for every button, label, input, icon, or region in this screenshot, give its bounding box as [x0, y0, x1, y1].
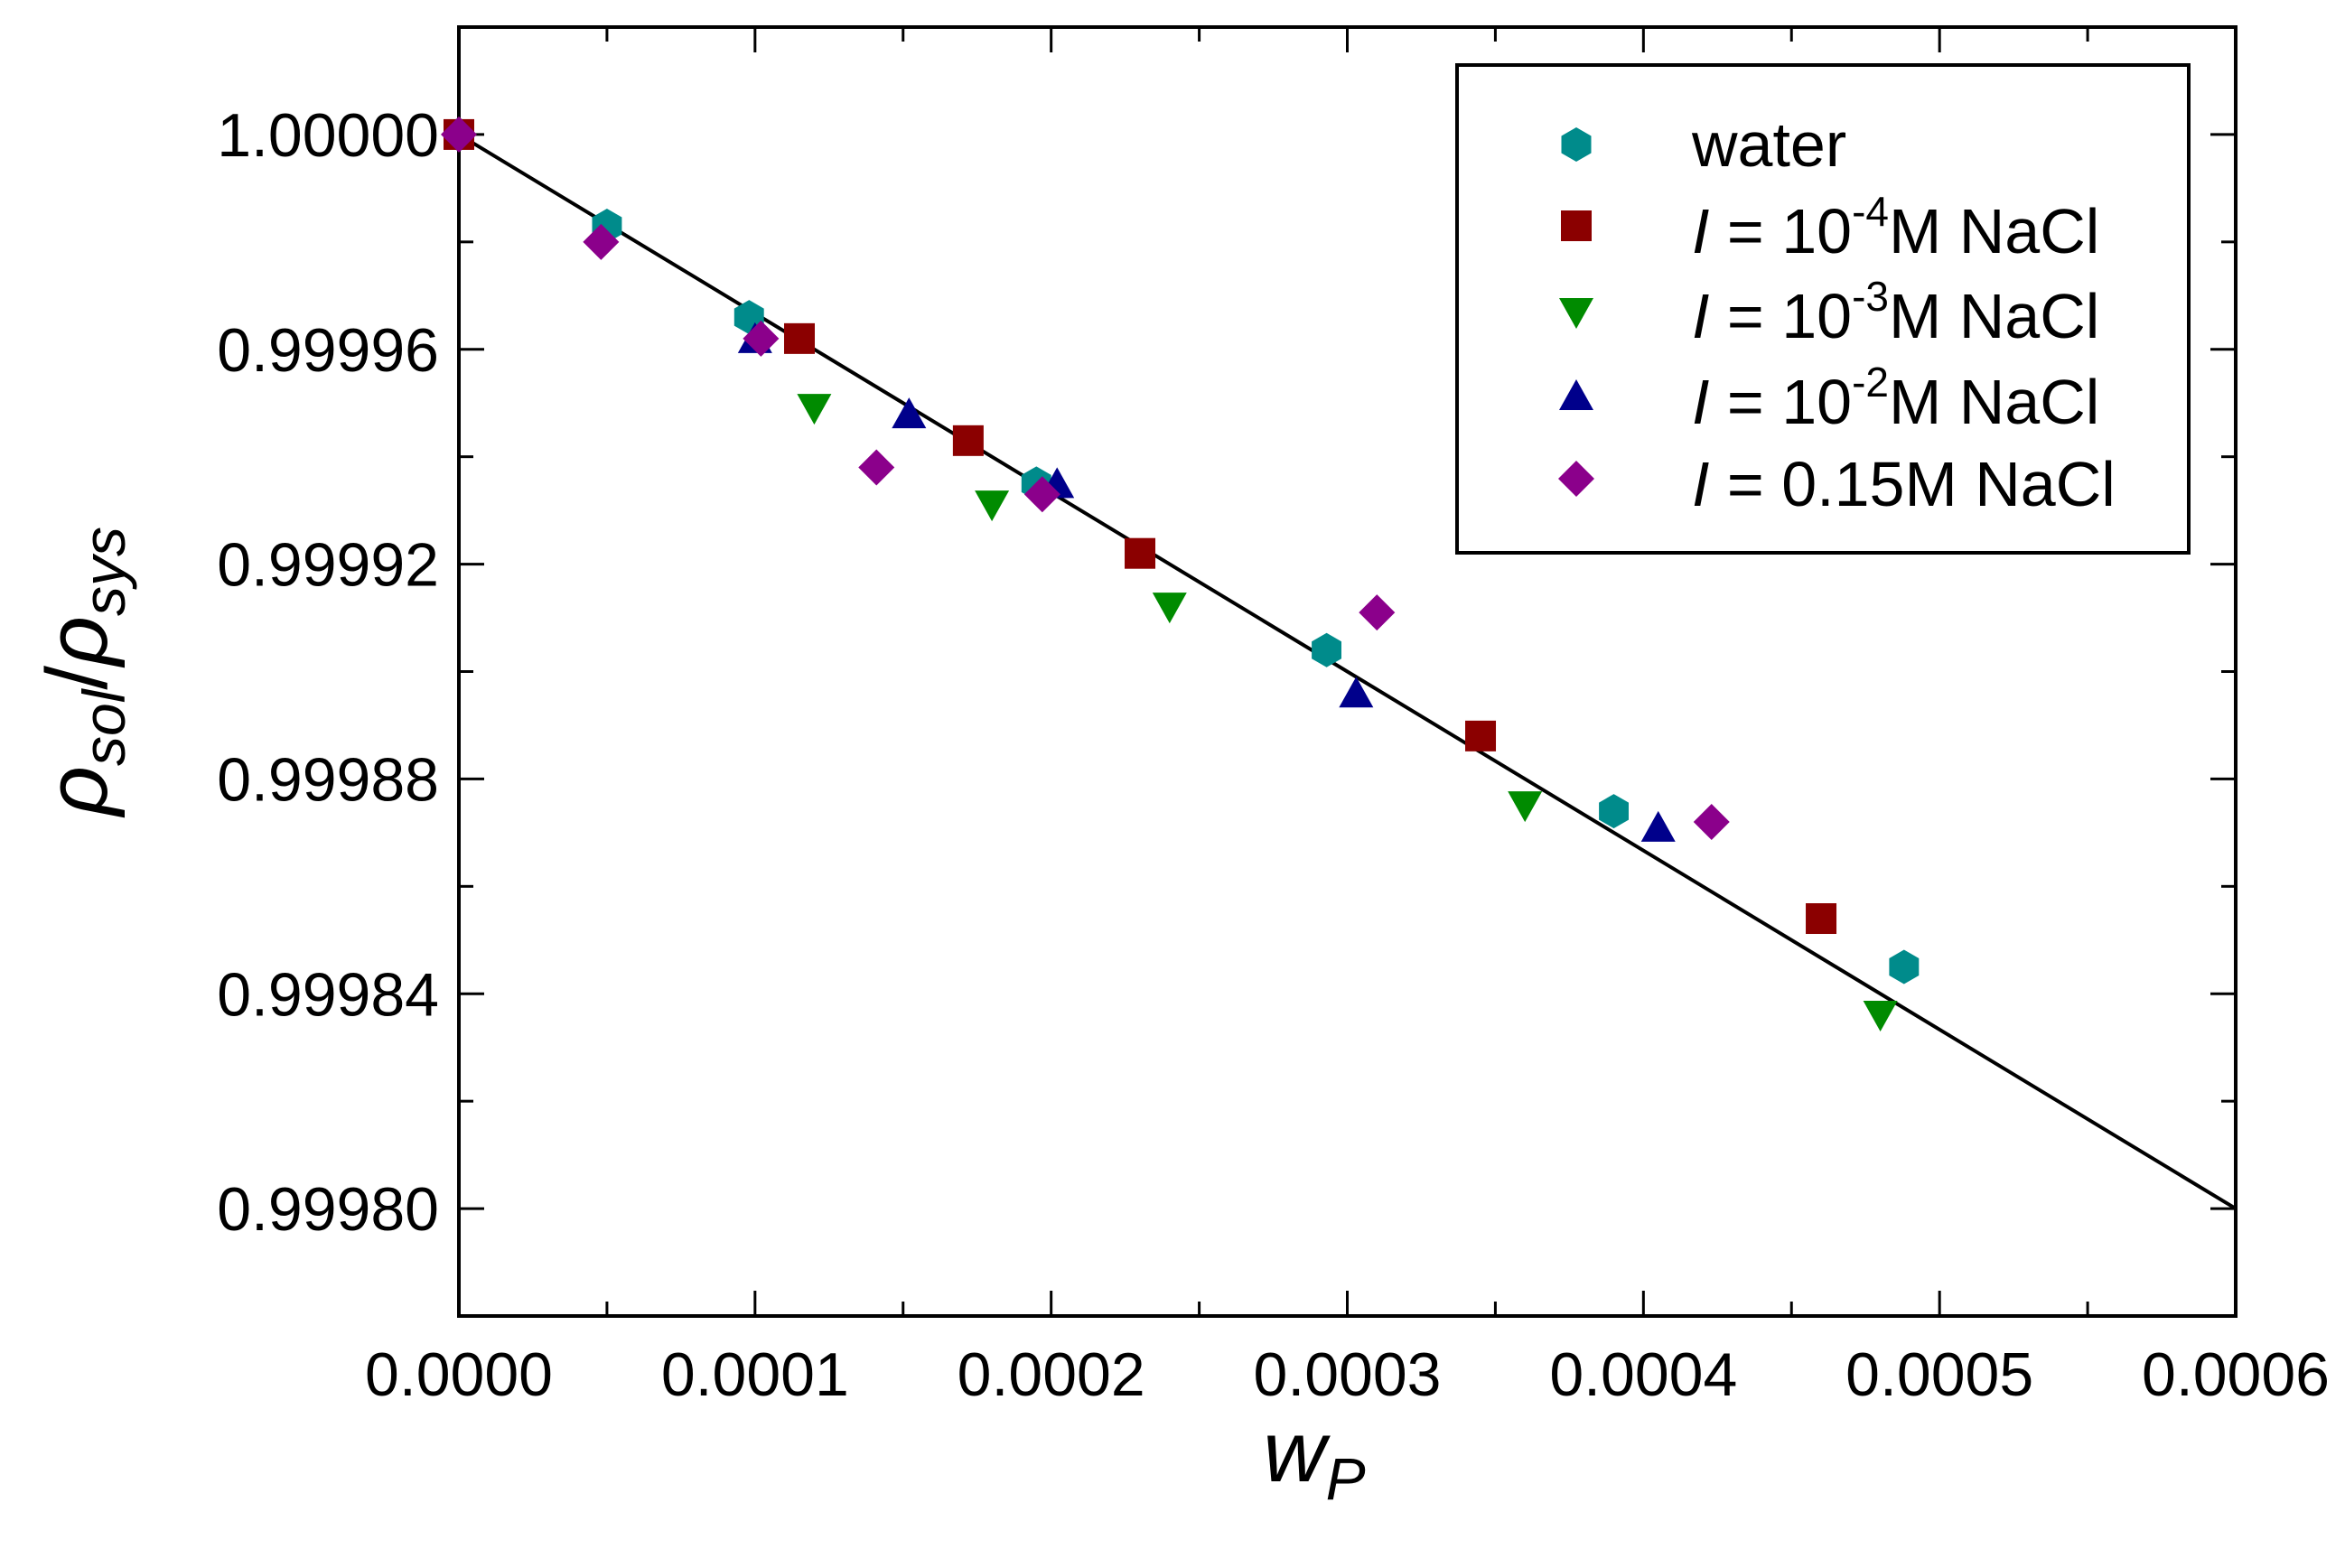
- x-tick-label: 0.0002: [958, 1340, 1145, 1409]
- x-axis-title-sub: P: [1326, 1445, 1366, 1512]
- y-axis-title-rho2: ρ: [29, 616, 126, 668]
- data-point-series-3: [1339, 677, 1374, 708]
- axis-ticks: [457, 25, 2238, 1318]
- legend-marker-series-2: [1559, 298, 1593, 329]
- data-point-series-4: [743, 320, 780, 357]
- data-point-series-4: [1359, 594, 1396, 631]
- data-point-series-3: [892, 397, 927, 429]
- data-point-series-2: [797, 394, 832, 425]
- data-point-series-1: [1806, 903, 1837, 935]
- legend-marker-series-3: [1559, 379, 1593, 410]
- x-tick-label: 0.0000: [365, 1340, 553, 1409]
- y-tick-label: 0.99980: [217, 1175, 439, 1244]
- data-point-series-4: [1693, 803, 1730, 840]
- y-axis-title-rho1: ρ: [29, 766, 126, 818]
- data-point-series-2: [975, 490, 1010, 522]
- legend-marker-series-1: [1561, 210, 1592, 241]
- data-point-series-4: [1023, 476, 1060, 513]
- y-tick-label: 1.00000: [217, 101, 439, 170]
- data-point-series-1: [1125, 537, 1156, 569]
- y-tick-label: 0.99996: [217, 316, 439, 385]
- y-axis-title-sub2: sys: [70, 527, 137, 616]
- data-point-series-1: [784, 322, 816, 354]
- data-point-series-0: [1312, 632, 1341, 667]
- y-axis-title-sub1: sol: [70, 687, 137, 766]
- data-point-series-0: [1599, 794, 1629, 829]
- legend-label-i-1e-4: I = 10-4M NaCl: [1692, 188, 2099, 266]
- x-tick-label: 0.0004: [1549, 1340, 1737, 1409]
- data-point-series-3: [1640, 810, 1676, 842]
- y-tick-label: 0.99992: [217, 531, 439, 600]
- y-tick-label: 0.99988: [217, 745, 439, 814]
- legend-markers: [1558, 127, 1594, 497]
- legend-label-i-0-15: I = 0.15M NaCl: [1692, 449, 2116, 519]
- data-point-series-1: [952, 425, 984, 456]
- legend-label-water: water: [1691, 109, 1846, 180]
- legend-label-i-1e-3: I = 10-3M NaCl: [1692, 273, 2099, 351]
- data-point-series-4: [858, 449, 895, 486]
- x-tick-label: 0.0005: [1845, 1340, 2033, 1409]
- legend: water I = 10-4M NaCl I = 10-3M NaCl I = …: [1455, 63, 2191, 555]
- legend-marker-series-0: [1561, 127, 1592, 162]
- data-point-series-4: [583, 223, 620, 260]
- y-axis-title: ρsol/ρsys: [29, 527, 137, 818]
- legend-label-i-1e-2: I = 10-2M NaCl: [1692, 359, 2099, 437]
- data-point-series-1: [1465, 720, 1497, 751]
- data-points: [441, 116, 1920, 1032]
- y-axis-title-slash: /: [29, 666, 126, 690]
- legend-marker-series-4: [1558, 461, 1594, 497]
- data-point-series-0: [1889, 949, 1920, 985]
- x-tick-label: 0.0003: [1254, 1340, 1442, 1409]
- data-point-series-4: [441, 116, 477, 153]
- y-tick-label: 0.99984: [217, 960, 439, 1029]
- x-tick-label: 0.0006: [2142, 1340, 2330, 1409]
- x-tick-label: 0.0001: [661, 1340, 849, 1409]
- x-axis-title: wP: [1263, 1404, 1365, 1512]
- x-axis-title-main: w: [1263, 1404, 1331, 1500]
- data-point-series-2: [1508, 791, 1543, 823]
- data-point-series-2: [1152, 593, 1187, 624]
- data-point-series-2: [1863, 1001, 1898, 1032]
- axis-tick-labels: 0.0000 0.0001 0.0002 0.0003 0.0004 0.0005 0.00…: [217, 101, 2330, 1409]
